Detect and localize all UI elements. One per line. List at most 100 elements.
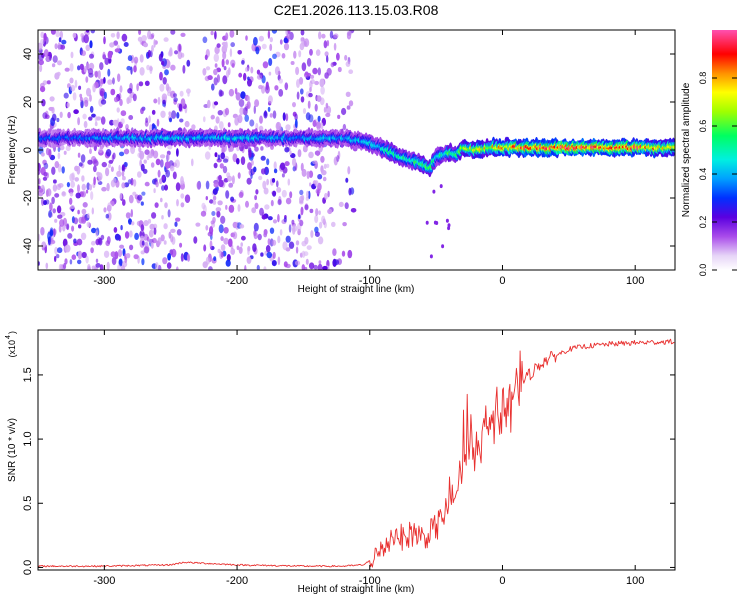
- noise-speck: [90, 30, 95, 34]
- noise-speck: [133, 254, 139, 260]
- noise-speck: [55, 30, 60, 38]
- noise-speck: [310, 230, 314, 238]
- noise-speck: [78, 216, 84, 224]
- noise-speck: [264, 204, 270, 210]
- noise-speck: [229, 30, 235, 38]
- noise-speck: [94, 115, 98, 123]
- noise-speck: [305, 258, 309, 265]
- noise-speck: [107, 202, 112, 212]
- noise-speck: [195, 222, 201, 227]
- noise-speck: [240, 156, 246, 166]
- noise-speck: [216, 211, 221, 218]
- noise-speck: [176, 199, 179, 207]
- noise-speck: [81, 50, 86, 57]
- noise-speck: [102, 51, 106, 60]
- snr-y-tick-label: 0.0: [22, 560, 34, 575]
- noise-speck: [254, 99, 260, 107]
- noise-speck: [314, 226, 319, 233]
- noise-speck: [69, 173, 75, 182]
- noise-speck: [318, 210, 321, 215]
- noise-speck: [112, 177, 117, 184]
- noise-speck: [42, 176, 48, 181]
- noise-speck: [112, 77, 115, 85]
- noise-speck: [227, 122, 231, 128]
- tail-speck: [439, 184, 443, 189]
- noise-speck: [271, 260, 277, 267]
- noise-speck: [277, 199, 282, 206]
- noise-speck: [161, 175, 166, 181]
- noise-speck: [57, 152, 61, 160]
- noise-speck: [267, 30, 271, 39]
- noise-speck: [159, 71, 163, 81]
- noise-speck: [218, 174, 222, 182]
- noise-speck: [207, 75, 213, 81]
- noise-speck: [220, 236, 224, 242]
- noise-speck: [151, 212, 157, 219]
- noise-speck: [214, 152, 218, 158]
- noise-speck: [259, 115, 263, 124]
- noise-speck: [253, 166, 257, 173]
- noise-speck: [123, 42, 129, 47]
- noise-speck: [92, 83, 96, 93]
- noise-speck: [40, 226, 45, 236]
- noise-speck: [299, 189, 304, 196]
- noise-speck: [333, 33, 339, 38]
- noise-speck: [91, 113, 96, 118]
- noise-speck: [108, 159, 114, 164]
- noise-speck: [292, 102, 296, 108]
- noise-speck: [89, 148, 92, 155]
- noise-speck: [249, 119, 255, 127]
- noise-speck: [128, 218, 132, 225]
- spectrogram-x-label: Height of straight line (km): [298, 284, 415, 295]
- noise-speck: [80, 99, 84, 109]
- snr-x-tick-label: 0: [499, 575, 505, 587]
- noise-speck: [228, 182, 234, 188]
- noise-speck: [170, 30, 176, 35]
- noise-speck: [228, 204, 235, 213]
- noise-speck: [306, 57, 312, 67]
- noise-speck: [314, 80, 319, 86]
- noise-speck: [45, 262, 49, 269]
- noise-speck: [56, 183, 62, 191]
- noise-speck: [177, 51, 183, 60]
- noise-speck: [148, 238, 153, 244]
- noise-speck: [51, 196, 55, 205]
- noise-speck: [73, 217, 79, 225]
- noise-speck: [263, 187, 269, 195]
- noise-speck: [151, 45, 154, 53]
- noise-speck: [105, 149, 112, 157]
- noise-speck: [95, 263, 101, 268]
- noise-speck: [87, 213, 90, 219]
- noise-speck: [247, 162, 252, 171]
- noise-speck: [59, 145, 65, 151]
- noise-speck: [231, 63, 235, 68]
- spectrogram-y-tick-label: -20: [22, 190, 34, 206]
- noise-speck: [212, 195, 217, 201]
- noise-speck: [186, 253, 191, 262]
- noise-speck: [222, 158, 229, 163]
- noise-speck: [321, 33, 326, 39]
- noise-speck: [342, 123, 347, 131]
- noise-speck: [262, 61, 269, 69]
- noise-speck: [246, 256, 252, 264]
- noise-speck: [320, 122, 324, 130]
- noise-speck: [114, 251, 119, 260]
- noise-speck: [123, 148, 130, 155]
- noise-speck: [230, 42, 235, 48]
- noise-speck: [90, 247, 94, 254]
- noise-speck: [202, 68, 207, 76]
- noise-speck: [56, 117, 60, 123]
- noise-speck: [69, 259, 73, 265]
- noise-speck: [215, 207, 222, 212]
- noise-speck: [144, 181, 150, 187]
- noise-speck: [70, 204, 75, 210]
- noise-speck: [278, 89, 284, 97]
- noise-speck: [274, 66, 280, 76]
- noise-speck: [77, 209, 80, 215]
- noise-speck: [214, 46, 220, 55]
- noise-speck: [292, 157, 297, 167]
- noise-speck: [57, 60, 62, 66]
- noise-speck: [170, 165, 175, 172]
- noise-speck: [163, 37, 169, 42]
